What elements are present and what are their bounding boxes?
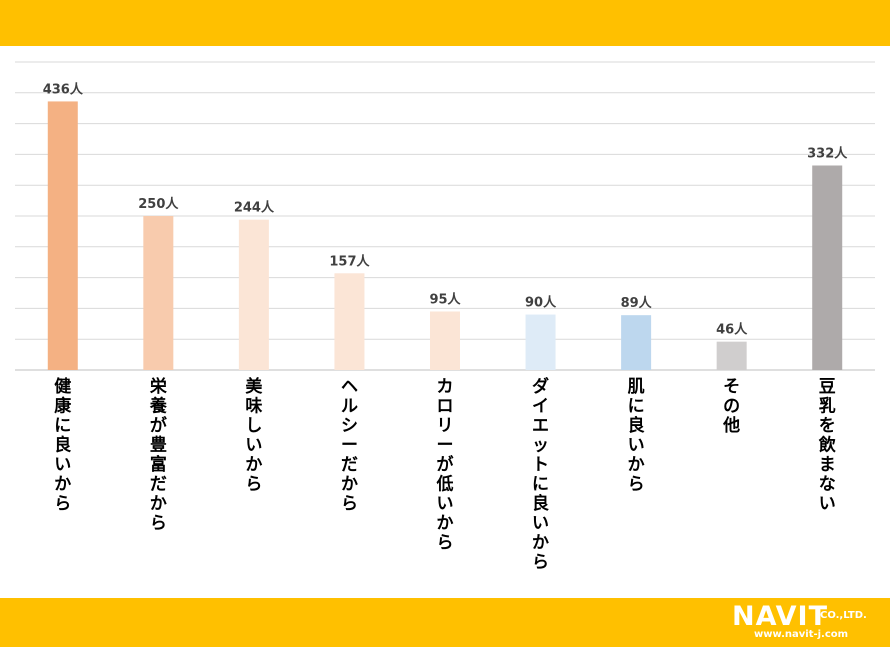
bar	[334, 273, 365, 370]
data-label: 250人	[138, 196, 179, 212]
logo-main-text: NAVIT	[732, 601, 829, 632]
header-band	[0, 0, 890, 46]
data-label: 436人	[43, 81, 84, 97]
category-label: 豆乳を飲まない	[818, 377, 837, 514]
category-label: その他	[722, 377, 740, 436]
bar	[812, 165, 843, 370]
category-label: 美味しいから	[245, 376, 263, 495]
data-label: 90人	[525, 295, 557, 311]
navit-logo: NAVIT CO.,LTD. www.navit-j.com	[732, 602, 882, 644]
bar	[143, 216, 174, 370]
bar	[430, 311, 460, 370]
data-label: 332人	[807, 145, 848, 161]
bar	[525, 314, 556, 370]
bar	[621, 315, 652, 370]
category-label: 健康に良いから	[54, 376, 72, 514]
category-label: ダイエットに良いから	[532, 376, 549, 573]
bar	[716, 341, 747, 370]
footer-band	[0, 598, 890, 647]
bar	[47, 101, 78, 370]
category-label: 栄養が豊富だから	[149, 376, 168, 534]
data-label: 244人	[234, 200, 275, 216]
category-label: ヘルシーだから	[341, 377, 358, 514]
data-label: 46人	[716, 322, 748, 338]
logo-suffix-text: CO.,LTD.	[820, 610, 867, 621]
category-label: カロリーが低いから	[436, 377, 454, 553]
bar	[238, 219, 269, 370]
data-label: 95人	[429, 291, 461, 307]
category-label: 肌に良いから	[628, 377, 645, 495]
data-label: 89人	[621, 295, 653, 311]
data-label: 157人	[329, 253, 370, 269]
logo-url-text: www.navit-j.com	[754, 629, 849, 640]
